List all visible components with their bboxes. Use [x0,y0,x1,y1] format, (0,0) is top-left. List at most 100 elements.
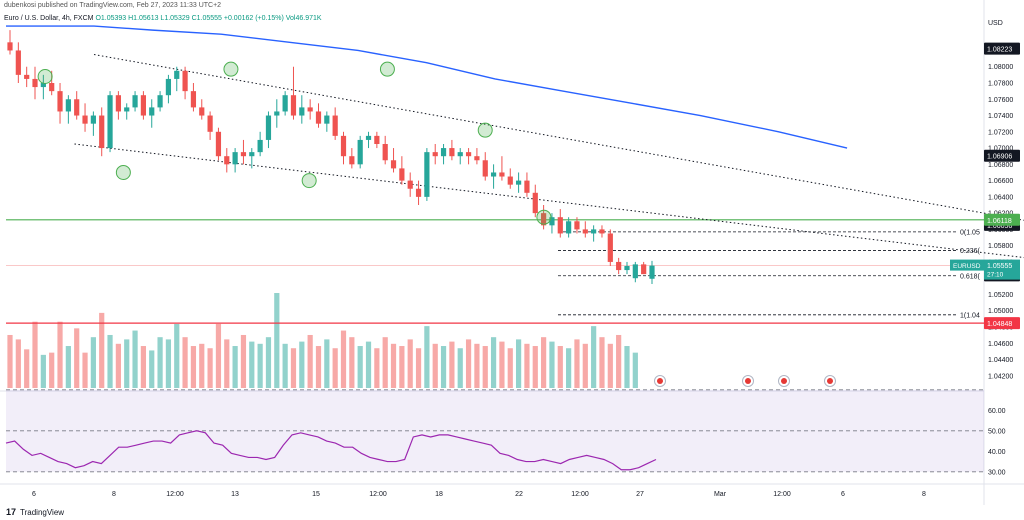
volume-bar [65,346,71,388]
price-badge-bg [984,149,1020,162]
candle-body [582,229,588,234]
volume-bar [290,348,297,388]
volume-bar [215,323,222,388]
tradingview-footer[interactable]: 17 TradingView [6,507,64,517]
price-tick-label: 1.04200 [988,373,1013,380]
us-flag-icon-center [745,378,751,384]
volume-bar [99,312,105,388]
price-tick-label: 1.06600 [988,178,1013,185]
candle-body [207,115,213,132]
volume-bar [265,337,272,388]
candle-body [49,83,55,92]
fib-level-label: 0.236( [960,248,981,255]
candle-body [82,115,88,124]
volume-bar [107,334,113,388]
volume-bar [140,346,147,388]
publisher-line: dubenkosi published on TradingView.com, … [4,2,222,9]
volume-bar [457,348,463,388]
candle-body [57,91,63,112]
level-badge-bg [984,317,1020,330]
volume-bars [7,293,638,388]
candle-body [290,95,297,116]
touch-marker-circle [37,68,53,84]
volume-bar [82,352,88,388]
volume-bar [249,341,255,388]
volume-bar [7,334,13,388]
price-badge-bg [984,42,1020,55]
touch-marker-circle [223,61,239,77]
volume-bar [566,348,572,388]
candle-body [607,233,613,262]
candle-body [182,70,188,92]
time-tick-label: 6 [841,491,845,498]
volume-bar [399,346,405,388]
candle-body [107,95,113,149]
time-tick-label: 12:00 [369,491,387,498]
candle-body [591,229,597,234]
candle-body [482,160,488,177]
candle-body [407,180,413,189]
price-tick-label: 1.07200 [988,129,1013,136]
candle-body [265,115,272,140]
candle-body [224,156,230,165]
volume-bar [174,323,180,388]
volume-bar [307,334,313,388]
candle-body [382,144,388,161]
volume-bar [599,337,605,388]
brand-label: TradingView [20,507,65,517]
candle-body [257,139,263,153]
volume-bar [557,346,563,388]
candle-body [465,152,472,157]
candle-body [99,115,105,149]
candle-body [624,266,630,271]
volume-bar [232,346,238,388]
channel-trendline [93,54,1024,221]
volume-bar [616,334,622,388]
rsi-line [5,430,657,471]
candle-body [232,152,238,165]
candle-body [32,78,38,88]
volume-bar [182,337,188,388]
volume-bar [15,339,21,388]
candle-body [507,176,513,185]
volume-bar [524,343,530,388]
candle-body [599,229,605,234]
touch-marker-circle [477,122,493,138]
candle-body [616,261,622,271]
candle-body [515,180,522,185]
volume-bar [49,352,55,388]
candle-body [165,78,172,96]
volume-bar [424,326,430,388]
symbol-name[interactable]: Euro / U.S. Dollar, 4h, FXCM [4,15,94,22]
price-tick-label: 1.05800 [988,243,1013,250]
level-lines: 0(1.05 0.236(0.618(1(1.04 [6,219,984,324]
volume-bar [199,343,205,388]
price-tick-label: 1.08000 [988,64,1013,71]
symbol-legend[interactable]: Euro / U.S. Dollar, 4h, FXCM O1.05393 H1… [4,15,322,22]
volume-bar [390,343,397,388]
time-tick-label: Mar [714,491,727,498]
candle-body [432,152,438,157]
time-tick-label: 13 [231,491,239,498]
volume-bar [465,339,472,388]
candle-body [490,172,497,177]
candle-body [440,148,447,157]
volume-bar [474,343,480,388]
markers [37,61,552,225]
candle-body [415,188,422,197]
time-tick-label: 12:00 [571,491,589,498]
volume-bar [299,341,305,388]
candle-body [199,107,205,116]
candle-body [240,152,247,157]
touch-marker-circle [379,61,395,77]
candle-body [499,172,505,177]
candle-body [641,264,647,275]
volume-bar [74,328,80,388]
candle-body [40,83,46,88]
candle-body [15,50,21,75]
candle-body [74,99,80,116]
candle-body [457,152,463,157]
volume-bar [349,337,355,388]
candle-body [215,131,222,157]
